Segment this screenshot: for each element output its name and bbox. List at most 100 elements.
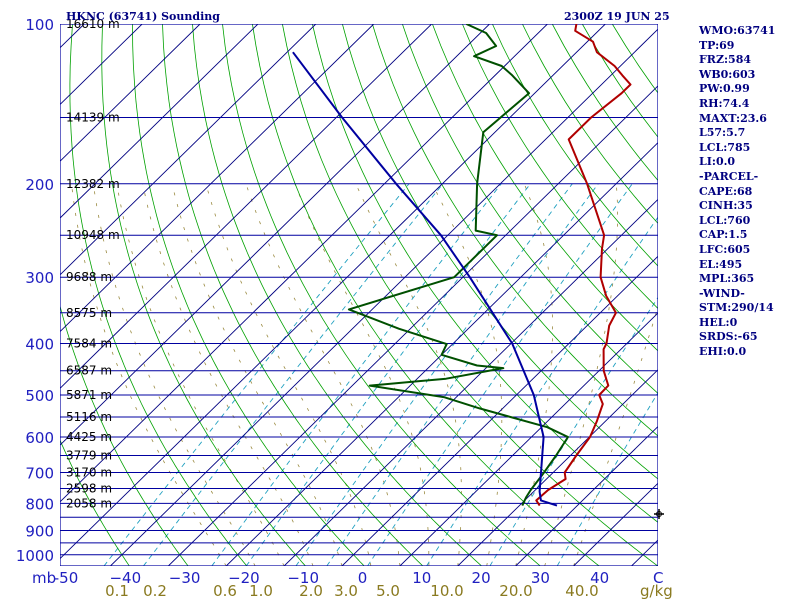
isotherm xyxy=(167,85,658,566)
pressure-tick-label: 700 xyxy=(25,465,54,483)
mixing-ratio-line xyxy=(211,183,502,566)
dry-adiabat xyxy=(162,24,424,566)
moist-adiabat xyxy=(355,183,462,566)
dry-adiabat xyxy=(432,24,658,352)
isotherm xyxy=(283,198,658,566)
mixing-ratio-tick-label: 3.0 xyxy=(334,582,358,600)
mixing-ratio-line xyxy=(143,183,444,566)
index-item: WB0:603 xyxy=(699,67,756,81)
plot-frame xyxy=(60,24,658,566)
isotherm xyxy=(515,425,658,566)
index-item: LI:0.0 xyxy=(699,155,736,169)
temperature-tick-label: −20 xyxy=(228,569,260,587)
dry-adiabat xyxy=(462,24,658,310)
height-label: 9688 m xyxy=(66,270,112,284)
height-label: 6587 m xyxy=(66,364,112,378)
index-item: FRZ:584 xyxy=(699,53,752,67)
isotherm xyxy=(60,24,201,162)
pressure-tick-label: 200 xyxy=(25,176,54,194)
height-label: 7584 m xyxy=(66,337,112,351)
moist-adiabat xyxy=(92,183,256,566)
chart-title: HKNC (63741) Sounding xyxy=(66,10,220,23)
temperature-tick-label: 10 xyxy=(412,569,431,587)
moist-adiabat xyxy=(171,183,343,566)
mixing-ratio-line xyxy=(295,183,573,566)
index-item: LCL:785 xyxy=(699,140,751,154)
dry-adiabat xyxy=(192,24,482,566)
isotherm xyxy=(457,369,658,566)
mixing-ratio-unit-label: g/kg xyxy=(640,582,673,600)
index-item: LCL:760 xyxy=(699,213,751,227)
temperature-unit-label: C xyxy=(653,569,663,587)
height-label: 12382 m xyxy=(66,177,120,191)
dry-adiabat xyxy=(69,24,248,566)
index-item: CINH:35 xyxy=(699,199,753,213)
height-label: 3170 m xyxy=(66,466,112,480)
temperature-tick-label: −30 xyxy=(169,569,201,587)
index-item: WMO:63741 xyxy=(699,24,776,37)
indices-panel: WMO:63741 TP:69 FRZ:584 WB0:603 PW:0.99 RH:74… xyxy=(699,24,799,360)
isotherm xyxy=(110,28,658,566)
series-parcel xyxy=(292,51,558,507)
mixing-ratio-tick-label: 2.0 xyxy=(299,582,323,600)
dry-adiabat xyxy=(492,24,658,267)
pressure-tick-label: 1000 xyxy=(16,547,54,565)
pressure-tick-label: 900 xyxy=(25,522,54,540)
chart-datetime: 2300Z 19 JUN 25 xyxy=(564,10,670,23)
height-label: 2598 m xyxy=(66,481,112,495)
pressure-tick-label: 500 xyxy=(25,387,54,405)
moist-adiabat xyxy=(544,183,618,566)
wind-marker xyxy=(654,509,664,519)
pressure-tick-label: 800 xyxy=(25,495,54,513)
series-dewpoint xyxy=(347,24,569,507)
index-item: PW:0.99 xyxy=(699,82,750,96)
pressure-tick-label: 100 xyxy=(25,16,54,34)
index-item: EHI:0.0 xyxy=(699,345,747,359)
dry-adiabat xyxy=(252,24,600,566)
moist-adiabat xyxy=(245,183,401,566)
dry-adiabat xyxy=(60,304,189,566)
mixing-ratio-tick-label: 40.0 xyxy=(565,582,598,600)
index-item: -WIND- xyxy=(699,286,745,300)
height-label: 4425 m xyxy=(66,430,112,444)
mixing-ratio-tick-label: 1.0 xyxy=(249,582,273,600)
moist-adiabat xyxy=(142,183,314,566)
isotherm xyxy=(60,24,375,333)
moist-adiabat xyxy=(431,183,503,566)
pressure-tick-label: 400 xyxy=(25,336,54,354)
mixing-ratio-tick-label: 5.0 xyxy=(376,582,400,600)
mixing-ratio-line xyxy=(489,296,658,566)
index-item: TP:69 xyxy=(699,38,735,52)
isotherm xyxy=(60,24,259,219)
index-item: CAP:1.5 xyxy=(699,228,748,242)
height-label: 3779 m xyxy=(66,448,112,462)
height-label: 16610 m xyxy=(66,17,120,31)
index-item: MAXT:23.6 xyxy=(699,111,767,125)
height-label: 5116 m xyxy=(66,410,112,424)
moist-adiabat xyxy=(294,183,430,566)
moist-adiabat xyxy=(116,183,285,566)
height-label: 5871 m xyxy=(66,388,112,402)
index-item: CAPE:68 xyxy=(699,184,753,198)
dry-adiabat xyxy=(402,24,658,394)
index-item: SRDS:-65 xyxy=(699,330,758,344)
height-label: 10948 m xyxy=(66,228,120,242)
isotherm xyxy=(225,142,658,566)
index-item: STM:290/14 xyxy=(699,301,774,315)
isotherm xyxy=(399,312,658,566)
height-label: 8575 m xyxy=(66,306,112,320)
pressure-tick-label: 300 xyxy=(25,269,54,287)
index-item: EL:495 xyxy=(699,257,743,271)
isotherm xyxy=(60,24,317,276)
mixing-ratio-line xyxy=(245,183,531,566)
index-item: RH:74.4 xyxy=(699,96,750,110)
index-item: MPL:365 xyxy=(699,272,755,286)
dry-adiabat xyxy=(60,439,130,566)
index-item: HEL:0 xyxy=(699,315,738,329)
temperature-tick-label: 20 xyxy=(472,569,491,587)
temperature-tick-label: 40 xyxy=(590,569,609,587)
height-label: 2058 m xyxy=(66,496,112,510)
dry-adiabat xyxy=(222,24,541,566)
dry-adiabat xyxy=(372,24,658,437)
